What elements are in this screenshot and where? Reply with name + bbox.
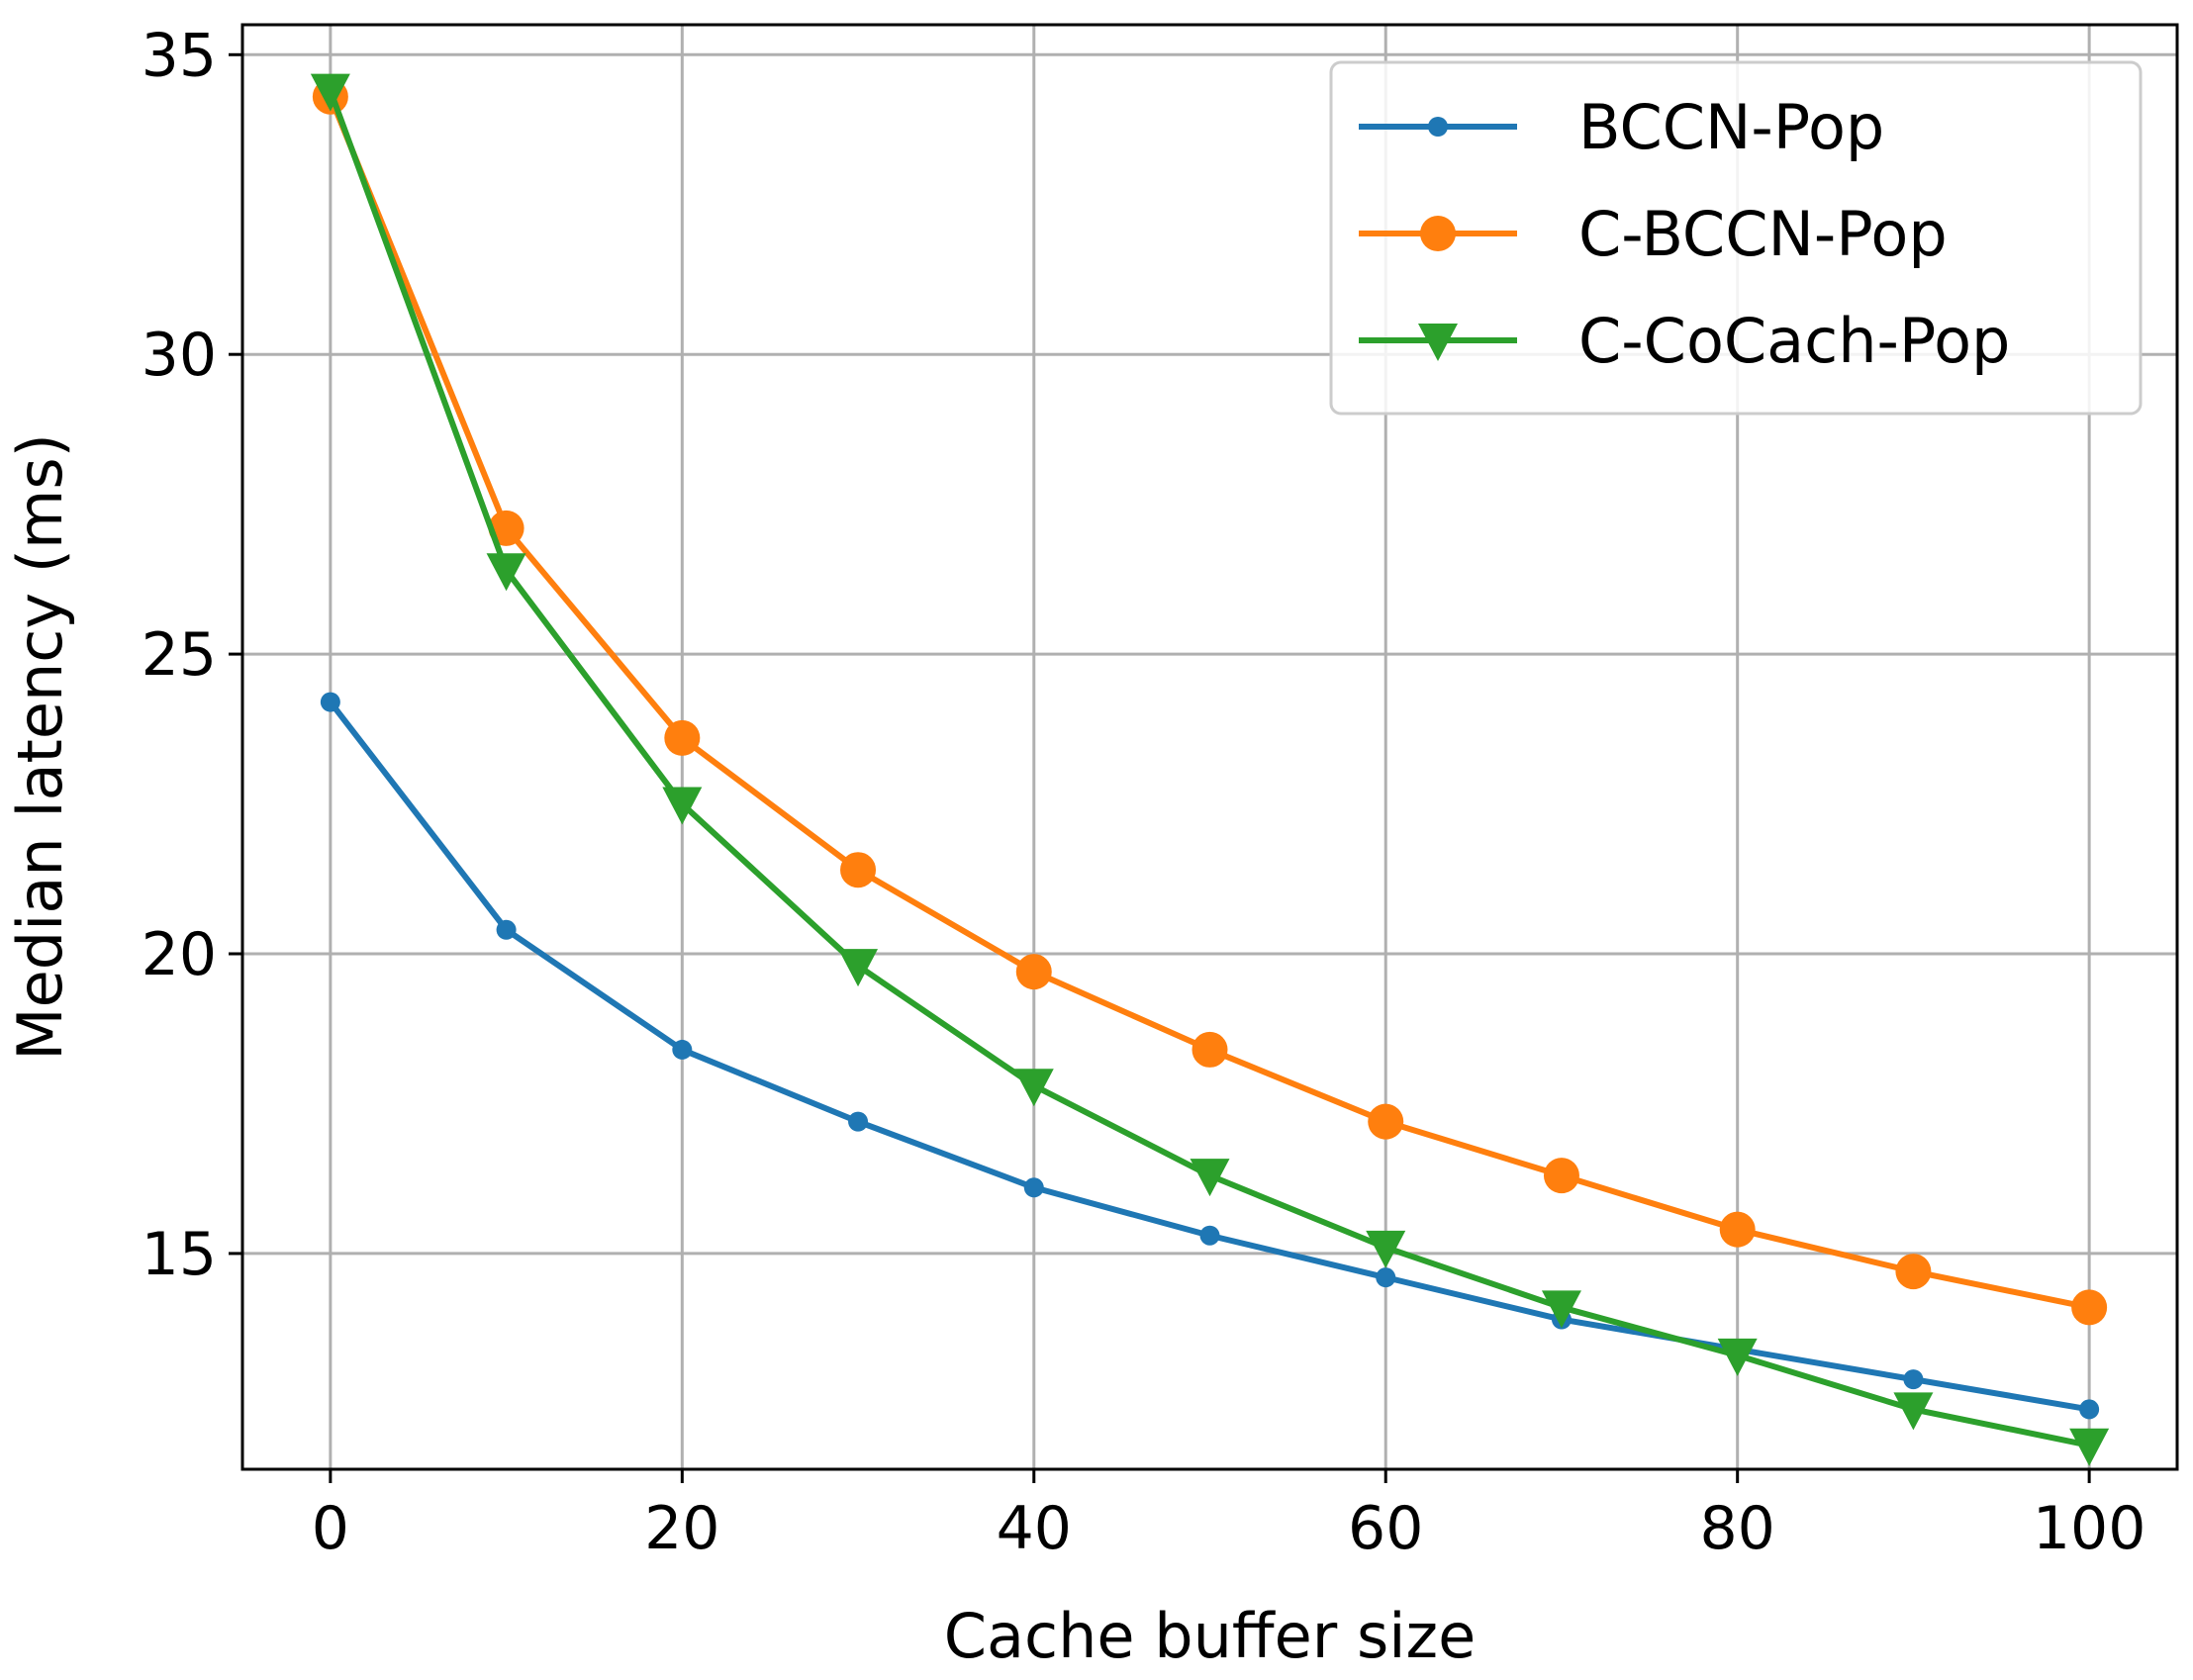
data-point [2079, 1399, 2100, 1420]
data-point [1541, 1290, 1581, 1329]
x-tick-label: 80 [1700, 1494, 1775, 1563]
data-point [1015, 954, 1052, 990]
data-point [1543, 1158, 1579, 1194]
data-point [838, 949, 879, 987]
x-tick-label: 0 [312, 1494, 349, 1563]
legend-marker [1418, 324, 1458, 361]
legend-box [1329, 60, 2143, 416]
y-tick-label: 25 [142, 620, 217, 690]
data-point [2069, 1428, 2110, 1466]
legend-label: C-CoCach-Pop [1578, 305, 2010, 377]
data-point [662, 787, 703, 825]
data-point [1190, 1159, 1230, 1197]
data-point [1368, 1103, 1404, 1140]
data-point [1893, 1392, 1934, 1431]
data-point [848, 1111, 869, 1132]
x-tick-label: 60 [1348, 1494, 1423, 1563]
y-tick-label: 15 [142, 1220, 217, 1289]
x-tick-label: 20 [644, 1494, 719, 1563]
legend-marker [1428, 117, 1448, 137]
data-point [488, 510, 524, 546]
y-tick-label: 30 [142, 321, 217, 390]
x-tick-label: 100 [2033, 1494, 2146, 1563]
legend-marker [1420, 216, 1456, 251]
series-C-CoCach-Pop [310, 73, 2110, 1466]
y-tick-label: 35 [142, 21, 217, 90]
data-point [1366, 1230, 1406, 1268]
data-point [840, 852, 877, 888]
data-point [320, 692, 340, 712]
legend-item: BCCN-Pop [1359, 91, 1884, 163]
x-axis-title: Cache buffer size [944, 1600, 1476, 1672]
data-point [486, 553, 526, 592]
data-point [496, 919, 517, 940]
legend-item: C-CoCach-Pop [1359, 305, 2010, 377]
data-point [1023, 1177, 1044, 1198]
data-point [664, 719, 701, 756]
data-point [1895, 1254, 1932, 1290]
legend-label: BCCN-Pop [1578, 91, 1884, 163]
data-point [1199, 1225, 1220, 1246]
legend-item: C-BCCN-Pop [1359, 198, 1948, 270]
plot-frame [240, 23, 2179, 1471]
legend: BCCN-Pop C-BCCN-Pop C-CoCach-Pop [1329, 60, 2143, 416]
y-tick-label: 20 [142, 920, 217, 989]
data-point [1013, 1069, 1054, 1107]
data-point [1719, 1211, 1756, 1248]
legend-label: C-BCCN-Pop [1578, 198, 1948, 270]
data-point [1192, 1031, 1228, 1068]
data-point [2071, 1289, 2108, 1326]
data-point [672, 1039, 693, 1060]
data-point [310, 73, 350, 112]
data-point [1717, 1338, 1758, 1376]
data-point [1903, 1369, 1924, 1390]
data-point [1376, 1267, 1396, 1288]
axis-ticks: 0 20 40 60 80 100 15 20 25 30 35 [142, 21, 2146, 1563]
series-C-BCCN-Pop [312, 78, 2108, 1326]
y-axis-title: Median latency (ms) [4, 433, 76, 1061]
series-layer [310, 73, 2110, 1466]
x-tick-label: 40 [997, 1494, 1072, 1563]
